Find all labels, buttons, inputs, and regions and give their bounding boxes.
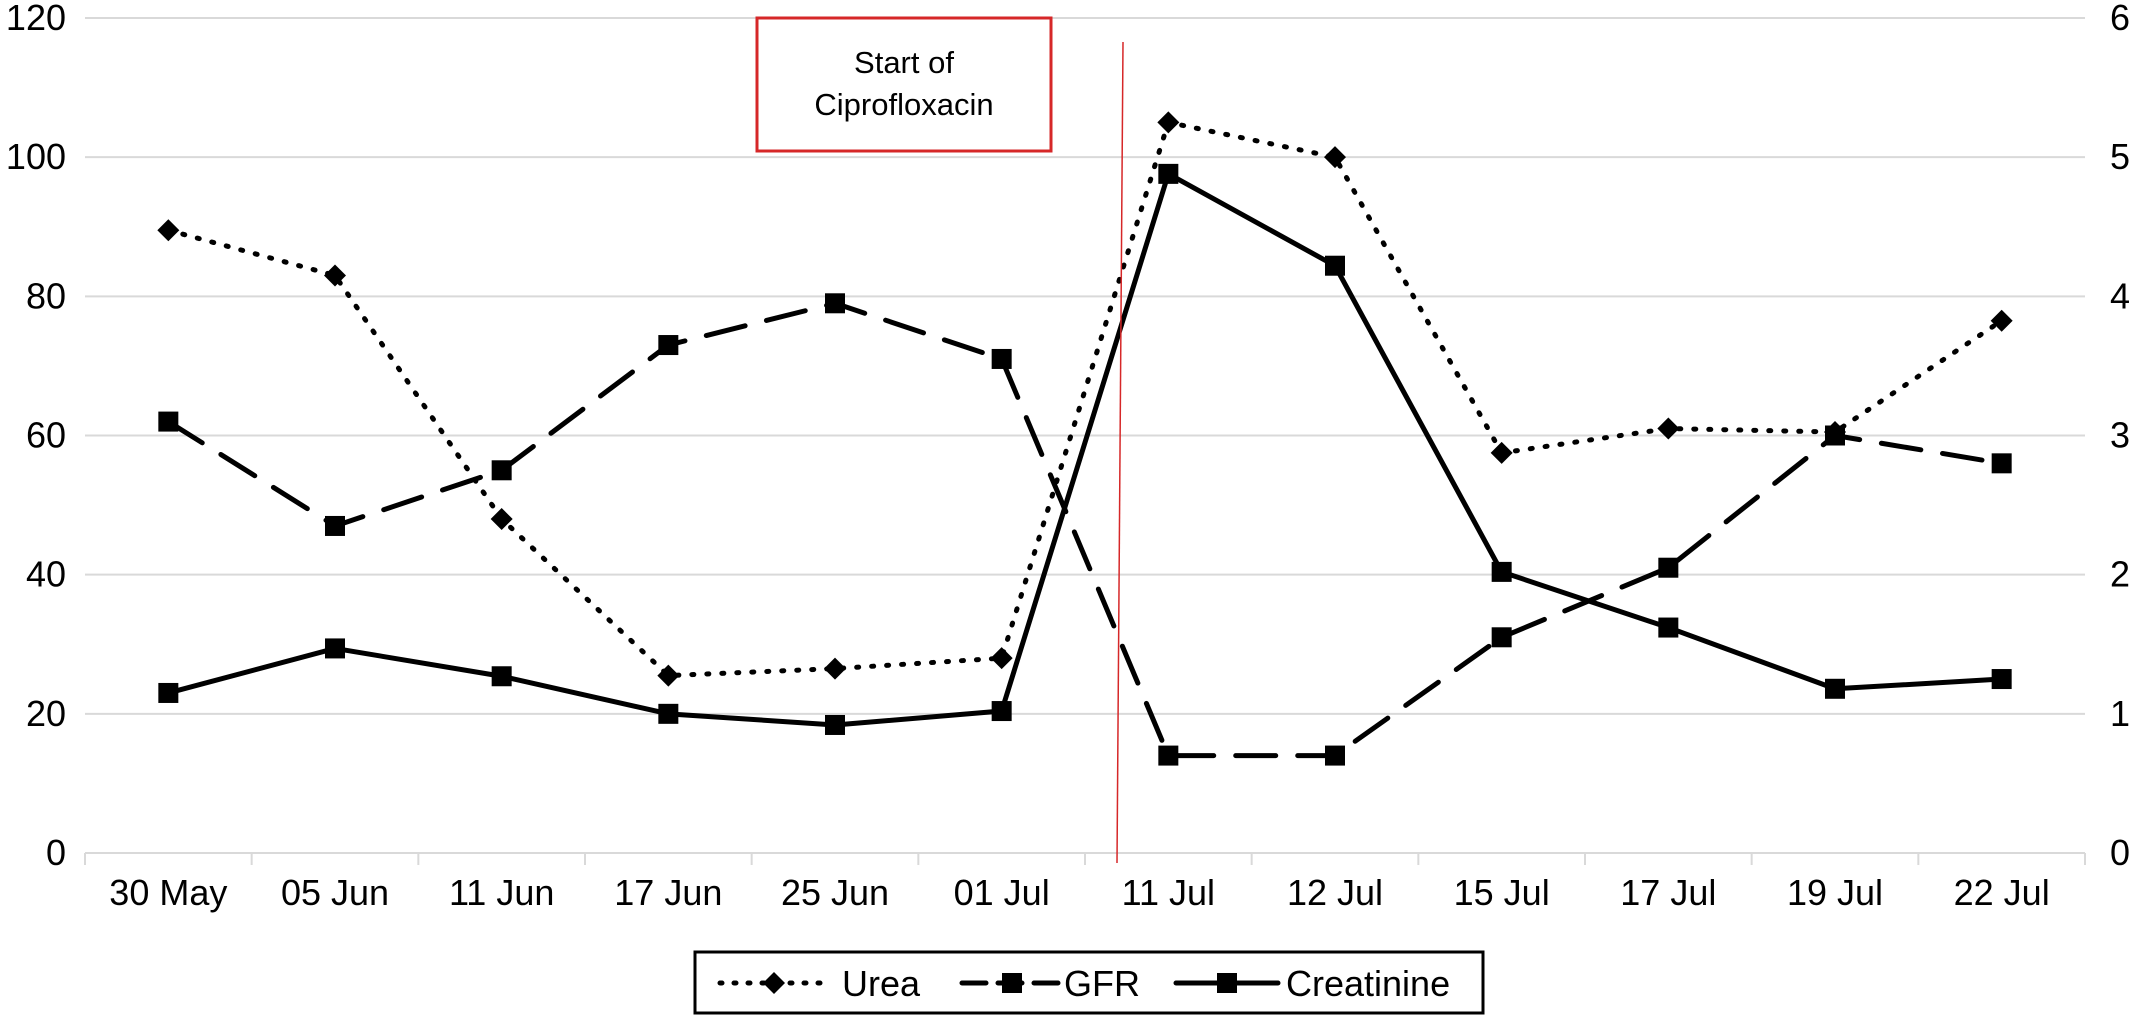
data-point-gfr	[1991, 453, 2012, 474]
data-point-urea	[1324, 146, 1346, 169]
x-tick-label: 15 Jul	[1454, 872, 1550, 913]
data-point-gfr	[1491, 627, 1512, 648]
data-point-creatinine	[491, 666, 512, 687]
data-point-urea	[157, 219, 180, 242]
y-tick-label: 20	[26, 693, 66, 734]
data-point-creatinine	[658, 703, 679, 724]
y2-tick-label: 3	[2110, 415, 2130, 456]
legend-label-creatinine: Creatinine	[1286, 963, 1450, 1004]
y2-tick-label: 1	[2110, 693, 2130, 734]
x-tick-label: 22 Jul	[1954, 872, 2050, 913]
gridlines	[85, 17, 2085, 715]
data-point-gfr	[325, 515, 345, 536]
x-tick-label: 12 Jul	[1287, 872, 1383, 913]
data-point-gfr	[491, 460, 512, 481]
series-urea	[157, 111, 2013, 687]
data-point-gfr	[825, 293, 845, 314]
series-line-urea	[165, 119, 2005, 679]
x-tick-label: 05 Jun	[281, 872, 389, 913]
series-line-gfr	[165, 300, 2005, 759]
legend-item-urea: Urea	[717, 963, 921, 1004]
data-point-urea	[824, 657, 846, 680]
data-point-gfr	[158, 411, 179, 432]
series-creatinine	[158, 163, 2012, 735]
legend-label-gfr: GFR	[1064, 963, 1140, 1004]
annotation-box	[755, 16, 1053, 153]
data-point-urea	[324, 264, 346, 287]
y-tick-label: 40	[26, 554, 66, 595]
x-tick-label: 17 Jun	[614, 872, 722, 913]
y-tick-label: 60	[26, 415, 66, 456]
x-tick-label: 11 Jun	[449, 872, 554, 913]
legend-box	[693, 950, 1485, 1015]
annotation-line	[1116, 41, 1124, 864]
data-point-creatinine	[1158, 163, 1179, 184]
annotation: Start of Ciprofloxacin	[755, 16, 1124, 864]
x-tick-label: 17 Jul	[1620, 872, 1716, 913]
x-axis: 30 May 05 Jun 11 Jun 17 Jun 25 Jun 01 Jul 11 J…	[84, 852, 2086, 913]
legend-item-creatinine: Creatinine	[1173, 963, 1450, 1004]
legend-item-gfr: GFR	[959, 963, 1140, 1004]
data-point-urea	[490, 508, 513, 530]
y2-tick-label: 6	[2110, 0, 2130, 38]
y-tick-label: 120	[6, 0, 66, 38]
y2-tick-label: 5	[2110, 136, 2130, 177]
data-point-creatinine	[158, 682, 179, 703]
data-point-creatinine	[991, 701, 1012, 722]
data-point-urea	[1990, 309, 2013, 332]
y-axis-right: 0 1 2 3 4 5 6	[2110, 0, 2130, 873]
x-tick-label: 30 May	[109, 872, 227, 913]
data-point-urea	[1157, 111, 1180, 134]
data-point-creatinine	[1658, 617, 1679, 638]
y2-tick-label: 2	[2110, 554, 2130, 595]
data-point-gfr	[1658, 557, 1679, 578]
data-point-urea	[657, 664, 680, 687]
x-tick-label: 11 Jul	[1122, 872, 1215, 913]
data-point-gfr	[1158, 745, 1179, 766]
legend-marker-gfr	[1002, 973, 1022, 993]
data-point-urea	[1490, 441, 1513, 464]
y2-tick-label: 4	[2110, 275, 2130, 316]
legend-marker-creatinine	[1217, 973, 1237, 993]
data-point-gfr	[658, 335, 679, 356]
y2-tick-label: 0	[2110, 832, 2130, 873]
y-tick-label: 0	[46, 832, 66, 873]
y-tick-label: 80	[26, 275, 66, 316]
data-point-creatinine	[1825, 678, 1845, 699]
series-gfr	[158, 293, 2012, 766]
data-point-gfr	[991, 348, 1012, 369]
data-point-creatinine	[1491, 561, 1512, 582]
annotation-label-line1: Start of	[854, 45, 954, 80]
data-point-creatinine	[825, 714, 845, 735]
x-tick-label: 19 Jul	[1787, 872, 1883, 913]
y-tick-label: 100	[6, 136, 66, 177]
annotation-label-line2: Ciprofloxacin	[814, 87, 993, 122]
y-axis-left: 0 20 40 60 80 100 120	[6, 0, 66, 873]
legend: Urea GFR Creatinine	[693, 950, 1485, 1015]
data-point-creatinine	[1991, 669, 2012, 690]
data-point-gfr	[1325, 745, 1345, 766]
series-line-creatinine	[165, 171, 2005, 728]
data-point-urea	[1824, 421, 1846, 444]
data-point-urea	[1657, 417, 1680, 440]
x-tick-label: 25 Jun	[781, 872, 889, 913]
data-point-creatinine	[1325, 255, 1345, 276]
data-point-creatinine	[325, 638, 345, 659]
x-tick-label: 01 Jul	[954, 872, 1050, 913]
legend-marker-urea	[763, 972, 785, 994]
data-point-urea	[990, 647, 1013, 670]
legend-label-urea: Urea	[842, 963, 921, 1004]
series-layer	[157, 111, 2013, 766]
